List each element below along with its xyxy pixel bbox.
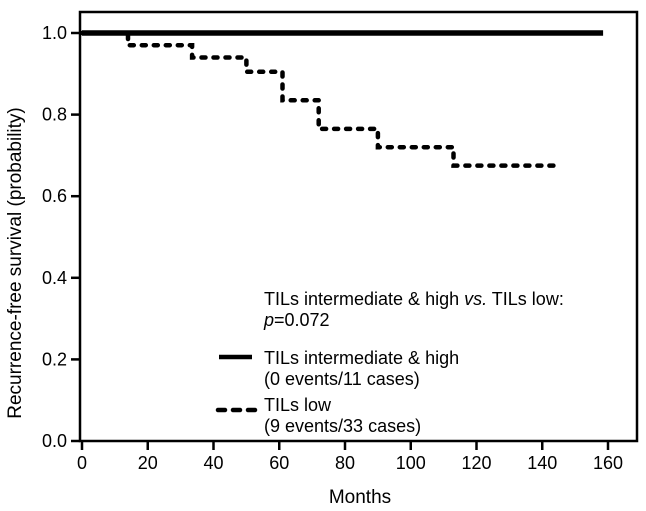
legend-entry-low: TILs low (9 events/33 cases) bbox=[215, 395, 421, 436]
y-tick-label: 0.0 bbox=[42, 431, 67, 451]
survival-curve-dashed bbox=[79, 30, 561, 168]
y-tick-label: 0.6 bbox=[42, 186, 67, 206]
legend-entry-intermediate-high: TILs intermediate & high (0 events/11 ca… bbox=[219, 348, 459, 389]
x-tick-label: 60 bbox=[269, 453, 289, 473]
x-tick-label: 140 bbox=[527, 453, 557, 473]
legend-sublabel: (0 events/11 cases) bbox=[264, 369, 420, 389]
x-tick-label: 80 bbox=[335, 453, 355, 473]
plot-frame bbox=[78, 10, 639, 443]
annotation-text: TILs intermediate & high bbox=[264, 289, 464, 309]
x-tick-label: 120 bbox=[461, 453, 491, 473]
x-tick-label: 40 bbox=[203, 453, 223, 473]
legend-sublabel: (9 events/33 cases) bbox=[264, 416, 421, 436]
y-axis-title: Recurrence-free survival (probability) bbox=[5, 107, 26, 419]
comparison-annotation-line1: TILs intermediate & high vs. TILs low: bbox=[264, 289, 564, 309]
x-axis-title: Months bbox=[329, 487, 391, 508]
y-axis-ticks: 0.0 0.2 0.4 0.6 0.8 1.0 bbox=[42, 23, 80, 451]
y-tick-label: 0.4 bbox=[42, 268, 67, 288]
x-tick-label: 20 bbox=[138, 453, 158, 473]
y-tick-label: 1.0 bbox=[42, 23, 67, 43]
legend-label: TILs low bbox=[264, 395, 332, 415]
x-tick-label: 160 bbox=[593, 453, 623, 473]
legend-label: TILs intermediate & high bbox=[264, 348, 459, 368]
y-tick-label: 0.8 bbox=[42, 105, 67, 125]
y-tick-label: 0.2 bbox=[42, 349, 67, 369]
p-value-line: p=0.072 bbox=[263, 310, 330, 330]
p-value-text: =0.072 bbox=[274, 310, 330, 330]
annotation-vs-italic: vs. bbox=[464, 289, 487, 309]
x-tick-label: 100 bbox=[396, 453, 426, 473]
x-tick-label: 0 bbox=[77, 453, 87, 473]
x-axis-ticks: 0 20 40 60 80 100 120 140 160 bbox=[77, 441, 623, 473]
survival-curves bbox=[79, 30, 604, 168]
annotation-text: TILs low: bbox=[487, 289, 564, 309]
p-symbol-italic: p bbox=[263, 310, 274, 330]
